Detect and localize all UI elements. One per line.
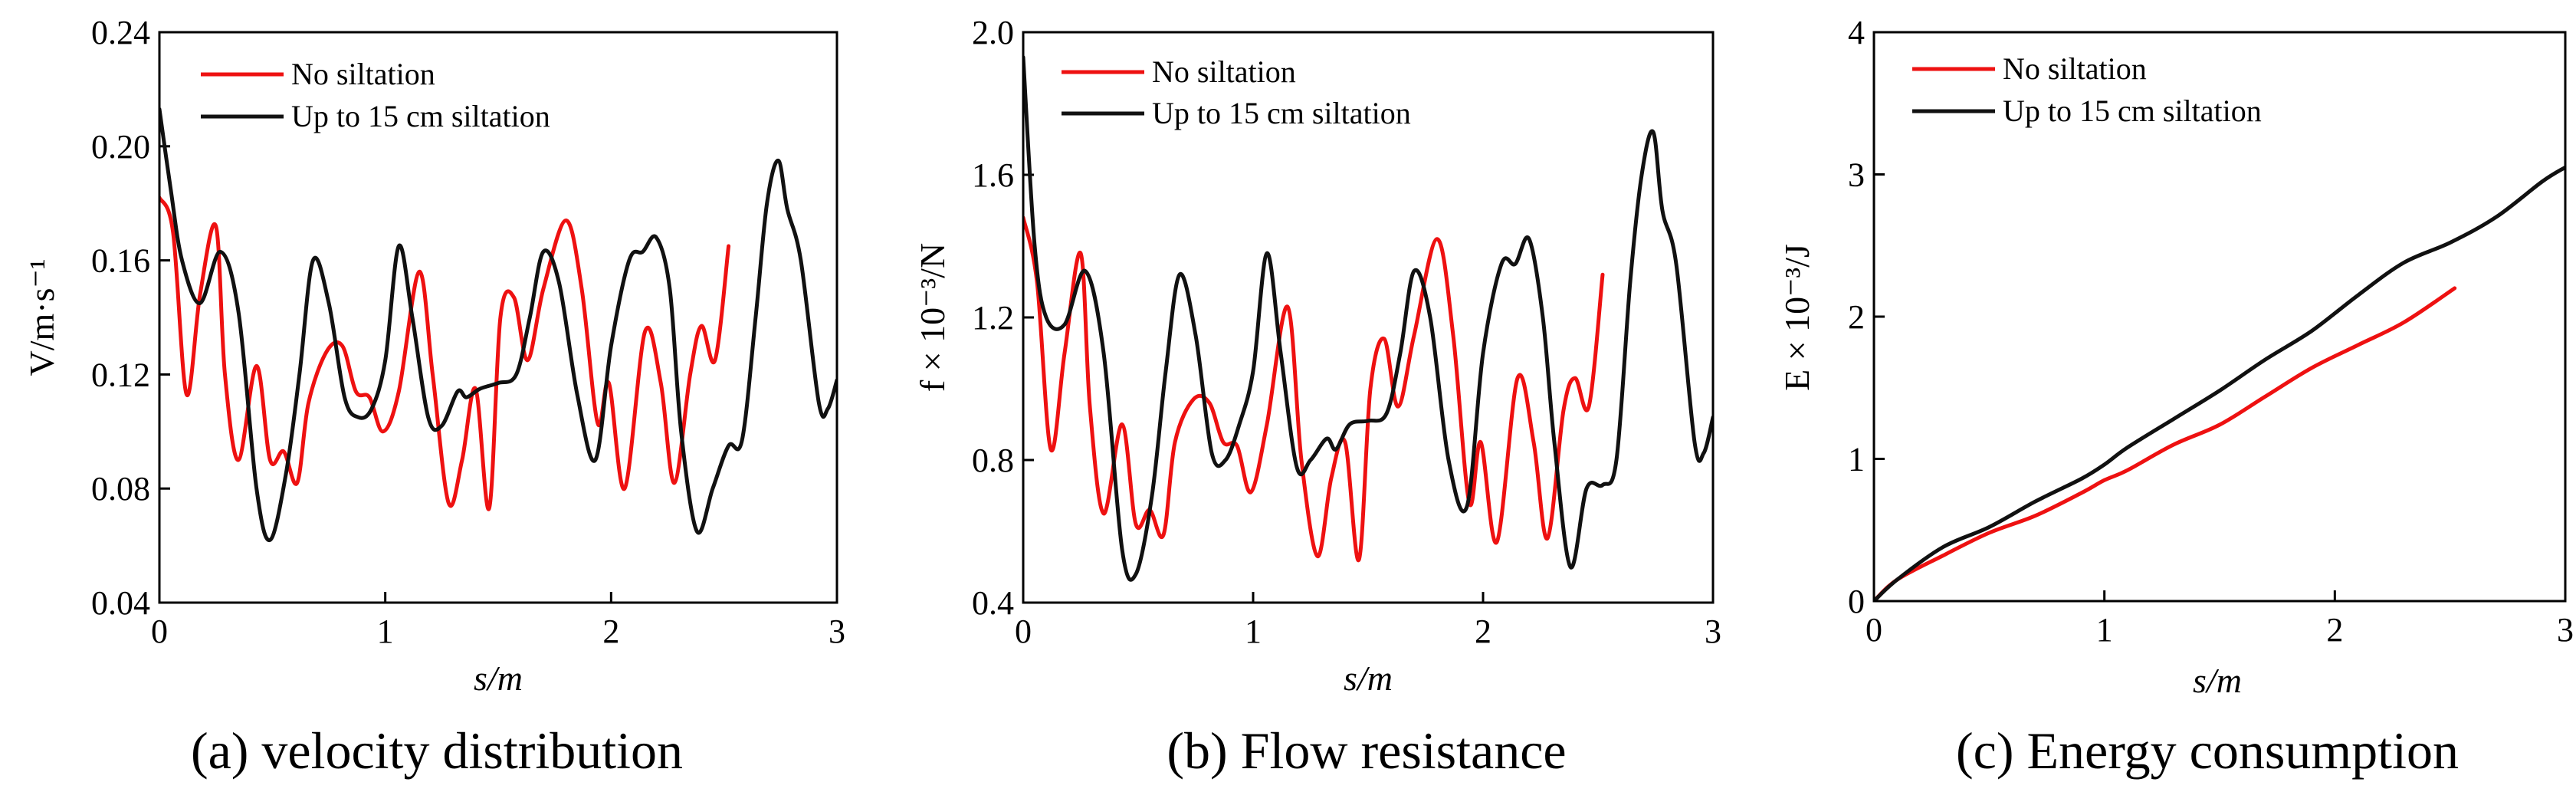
x-tick-label: 1 [1245,613,1262,650]
x-axis-label: s/m [1344,659,1393,698]
y-tick-label: 0 [1848,583,1865,620]
x-tick-label: 0 [151,613,168,650]
y-tick-label: 0.16 [91,242,150,280]
legend: No siltation Up to 15 cm siltation [1912,51,2262,128]
legend: No siltation Up to 15 cm siltation [1062,54,1411,130]
x-tick-label: 2 [1475,613,1491,650]
x-tick-label: 0 [1866,611,1882,649]
legend: No siltation Up to 15 cm siltation [201,57,550,133]
x-tick-label: 3 [829,613,845,650]
y-ticks: 0 1 2 3 4 [1848,14,1885,620]
y-tick-label: 2 [1848,298,1865,336]
x-tick-label: 0 [1015,613,1032,650]
y-tick-label: 4 [1848,14,1865,51]
x-ticks: 0 1 2 3 [1866,590,2574,649]
plot-area: 0 1 2 3 4 0 1 2 3 [1848,14,2574,649]
x-tick-label: 2 [602,613,619,650]
y-tick-label: 2.0 [972,14,1014,51]
x-axis-label: s/m [474,659,523,698]
series-line-no-siltation [1874,286,2457,601]
y-tick-label: 1.2 [972,299,1014,337]
y-tick-label: 0.24 [91,14,150,51]
y-tick-label: 0.08 [91,470,150,508]
y-axis-label: f × 10⁻³/N [913,243,952,392]
legend-label-no-siltation: No siltation [291,57,435,91]
series-line-no-siltation [1023,215,1605,562]
x-tick-label: 1 [377,613,394,650]
x-tick-label: 3 [1705,613,1721,650]
y-tick-label: 0.20 [91,128,150,166]
panel-flow-resistance: 0.4 0.8 1.2 1.6 2.0 0 1 2 3 No siltation Up to … [913,14,1721,780]
legend-label-siltation: Up to 15 cm siltation [1152,96,1411,130]
series-line-siltation [1874,165,2565,601]
y-axis-label: V/m·s⁻¹ [22,258,61,376]
series-lines [1023,55,1713,582]
x-tick-label: 2 [2326,611,2343,649]
series-line-siltation [1023,55,1713,582]
legend-label-no-siltation: No siltation [2003,51,2147,86]
y-tick-label: 0.04 [91,584,150,622]
series-line-siltation [159,107,837,542]
x-tick-label: 3 [2557,611,2574,649]
y-ticks: 0.04 0.08 0.12 0.16 0.20 0.24 [91,14,170,622]
y-tick-label: 0.12 [91,356,150,393]
caption: (a) velocity distribution [191,721,683,780]
legend-label-siltation: Up to 15 cm siltation [2003,94,2262,128]
legend-label-siltation: Up to 15 cm siltation [291,99,550,133]
panel-velocity: 0.04 0.08 0.12 0.16 0.20 0.24 0 1 2 3 No siltati… [22,14,845,780]
legend-label-no-siltation: No siltation [1152,54,1296,89]
axes-frame [1872,31,2567,603]
plot-area: 0.04 0.08 0.12 0.16 0.20 0.24 0 1 2 3 [91,14,845,650]
y-tick-label: 1 [1848,441,1865,478]
y-tick-label: 1.6 [972,156,1014,194]
y-tick-label: 0.4 [972,584,1014,622]
y-tick-label: 3 [1848,156,1865,194]
plot-area: 0.4 0.8 1.2 1.6 2.0 0 1 2 3 [972,14,1721,650]
x-axis-label: s/m [2193,661,2242,700]
x-ticks: 0 1 2 3 [151,592,845,650]
y-ticks: 0.4 0.8 1.2 1.6 2.0 [972,14,1034,622]
y-tick-label: 0.8 [972,442,1014,479]
caption: (b) Flow resistance [1167,721,1566,780]
series-line-no-siltation [159,196,731,511]
axes-frame [1022,31,1715,604]
caption: (c) Energy consumption [1956,721,2459,780]
x-ticks: 0 1 2 3 [1015,592,1721,650]
series-lines [159,107,837,542]
series-lines [1874,165,2565,601]
panel-energy-consumption: 0 1 2 3 4 0 1 2 3 No siltation Up to 15 cm silt… [1777,14,2574,780]
axes-frame [158,31,838,604]
x-tick-label: 1 [2096,611,2113,649]
y-axis-label: E × 10⁻³/J [1777,244,1816,391]
